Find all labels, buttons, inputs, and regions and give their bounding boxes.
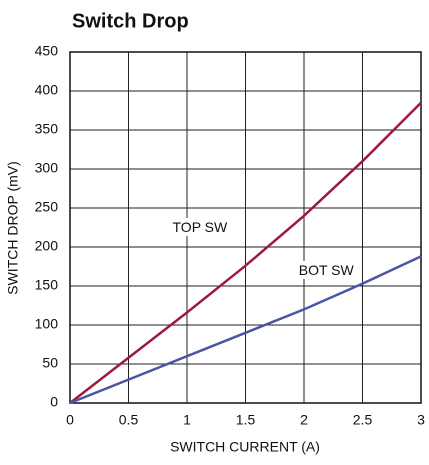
y-tick-label: 100: [35, 316, 59, 332]
y-tick-label: 50: [42, 355, 58, 371]
annotation-bg: [295, 260, 358, 279]
y-tick-label: 250: [35, 199, 59, 215]
annotation-bg: [169, 217, 232, 236]
chart-title: Switch Drop: [72, 10, 189, 32]
annotation: TOP SW: [173, 219, 229, 235]
plot-frame: [69, 51, 422, 404]
y-tick-label: 0: [50, 394, 58, 410]
y-tick-label: 200: [35, 238, 59, 254]
y-tick-label: 150: [35, 277, 59, 293]
x-tick-label: 0.5: [119, 412, 139, 428]
x-tick-label: 0: [66, 412, 74, 428]
x-tick-label: 1: [183, 412, 191, 428]
x-tick-label: 3: [417, 412, 425, 428]
x-tick-label: 1.5: [236, 412, 256, 428]
annotation: BOT SW: [299, 262, 355, 278]
series-line: [69, 255, 422, 405]
y-tick-label: 300: [35, 160, 59, 176]
series-line: [69, 101, 422, 404]
y-tick-label: 350: [35, 121, 59, 137]
x-tick-label: 2.5: [353, 412, 373, 428]
y-tick-label: 400: [35, 82, 59, 98]
y-tick-label: 450: [35, 43, 59, 59]
x-tick-label: 2: [300, 412, 308, 428]
x-axis-label: SWITCH CURRENT (A): [170, 439, 320, 455]
y-axis-label: SWITCH DROP (mV): [5, 161, 21, 295]
